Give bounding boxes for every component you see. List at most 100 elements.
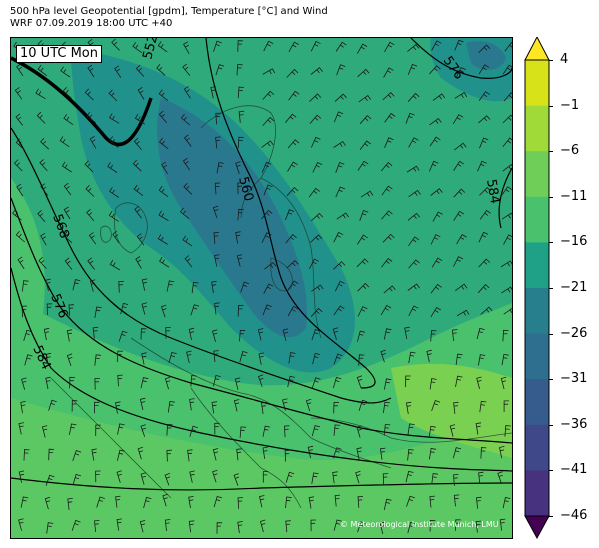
wind-barb xyxy=(480,306,493,315)
wind-barb xyxy=(502,114,512,124)
wind-barb xyxy=(187,449,193,462)
wind-barb xyxy=(384,378,392,390)
wind-barb xyxy=(407,63,418,75)
wind-barb xyxy=(213,496,223,508)
wind-barb xyxy=(39,159,48,172)
colorbar-segment xyxy=(525,196,549,243)
wind-barb xyxy=(475,422,482,435)
wind-barb xyxy=(211,401,218,414)
wind-barb xyxy=(356,425,362,438)
wind-barb xyxy=(190,304,200,316)
colorbar-tick-mark xyxy=(549,333,553,335)
wind-barb xyxy=(478,115,491,124)
wind-barb xyxy=(287,375,295,388)
wind-barb xyxy=(453,401,459,414)
wind-barb xyxy=(141,278,148,291)
wind-barb xyxy=(118,330,128,342)
colorbar-tick-mark xyxy=(549,242,553,244)
wind-barb xyxy=(308,496,315,509)
wind-barb xyxy=(66,329,73,342)
wind-barb xyxy=(380,304,392,316)
wind-barb xyxy=(453,494,460,507)
wind-barb xyxy=(14,87,23,100)
chart-subtitle: WRF 07.09.2019 18:00 UTC +40 xyxy=(10,18,173,29)
wind-barb xyxy=(408,305,419,316)
wind-barb xyxy=(359,115,372,125)
contour-label: 584 xyxy=(483,178,502,205)
wind-barb xyxy=(263,184,273,196)
colorbar-tick-mark xyxy=(549,379,553,381)
wind-barb xyxy=(166,449,172,462)
wind-barb xyxy=(137,87,145,100)
wind-barb xyxy=(333,231,344,243)
wind-barb xyxy=(188,520,195,533)
wind-barb xyxy=(407,92,420,102)
wind-barb xyxy=(158,89,169,101)
wind-barb xyxy=(237,86,245,99)
wind-barb xyxy=(476,376,482,390)
wind-barb xyxy=(479,187,491,196)
wind-barb xyxy=(504,425,511,437)
wind-barb xyxy=(136,233,145,246)
colorbar-tick-mark xyxy=(549,196,553,198)
wind-barb xyxy=(334,93,347,102)
wind-barb xyxy=(356,258,369,268)
wind-barb xyxy=(132,159,142,172)
wind-barb xyxy=(69,423,77,435)
wind-barb xyxy=(46,522,54,534)
wind-barb xyxy=(357,521,366,533)
geopotential-contours xyxy=(11,38,512,491)
wind-barb xyxy=(257,374,264,387)
wind-barb xyxy=(282,328,289,341)
wind-barb xyxy=(502,64,512,75)
colorbar-tick-mark xyxy=(549,288,553,289)
wind-barb xyxy=(311,377,321,389)
wind-barb xyxy=(285,520,291,533)
wind-barb xyxy=(405,375,411,388)
wind-barb xyxy=(262,68,276,75)
wind-barb xyxy=(428,425,436,438)
coastlines xyxy=(50,105,512,509)
wind-barb xyxy=(478,354,486,366)
wind-barb xyxy=(287,305,299,317)
wind-barb xyxy=(160,304,167,318)
wind-barb xyxy=(40,232,47,246)
wind-barb xyxy=(162,493,168,507)
wind-barb xyxy=(87,257,95,270)
wind-barb xyxy=(22,280,29,292)
wind-barb xyxy=(286,187,299,197)
wind-barb xyxy=(36,111,46,124)
wind-barb xyxy=(191,281,199,294)
wind-barb xyxy=(311,212,324,222)
wind-barb xyxy=(41,425,48,438)
wind-barb xyxy=(429,136,441,147)
wind-barb xyxy=(312,161,323,173)
wind-barb xyxy=(115,401,121,414)
wind-barb xyxy=(430,283,442,294)
wind-barb xyxy=(236,254,243,267)
contour-560 xyxy=(205,38,376,389)
wind-barb xyxy=(66,353,73,367)
wind-barb xyxy=(408,137,419,148)
colorbar-tick-mark xyxy=(549,424,553,426)
wind-barb xyxy=(85,185,95,197)
wind-barb xyxy=(164,473,171,486)
wind-barb xyxy=(381,210,393,220)
colorbar-extend-min xyxy=(524,515,550,539)
colorbar-tick-mark xyxy=(549,105,553,107)
wind-barb xyxy=(478,471,484,484)
wind-barb xyxy=(45,352,52,366)
contour-584-e xyxy=(498,167,512,229)
wind-barb xyxy=(288,352,296,364)
wind-barb xyxy=(161,161,169,175)
wind-barb xyxy=(94,401,100,414)
colorbar-tick-label: −31 xyxy=(560,371,588,387)
wind-barb xyxy=(214,302,220,315)
wind-barb xyxy=(333,519,342,531)
wind-barb xyxy=(503,92,512,102)
colorbar-tick-label: −1 xyxy=(560,97,580,113)
wind-barb xyxy=(210,86,216,99)
wind-barb xyxy=(453,160,465,171)
wind-barb xyxy=(284,449,291,462)
wind-barb xyxy=(140,377,149,389)
